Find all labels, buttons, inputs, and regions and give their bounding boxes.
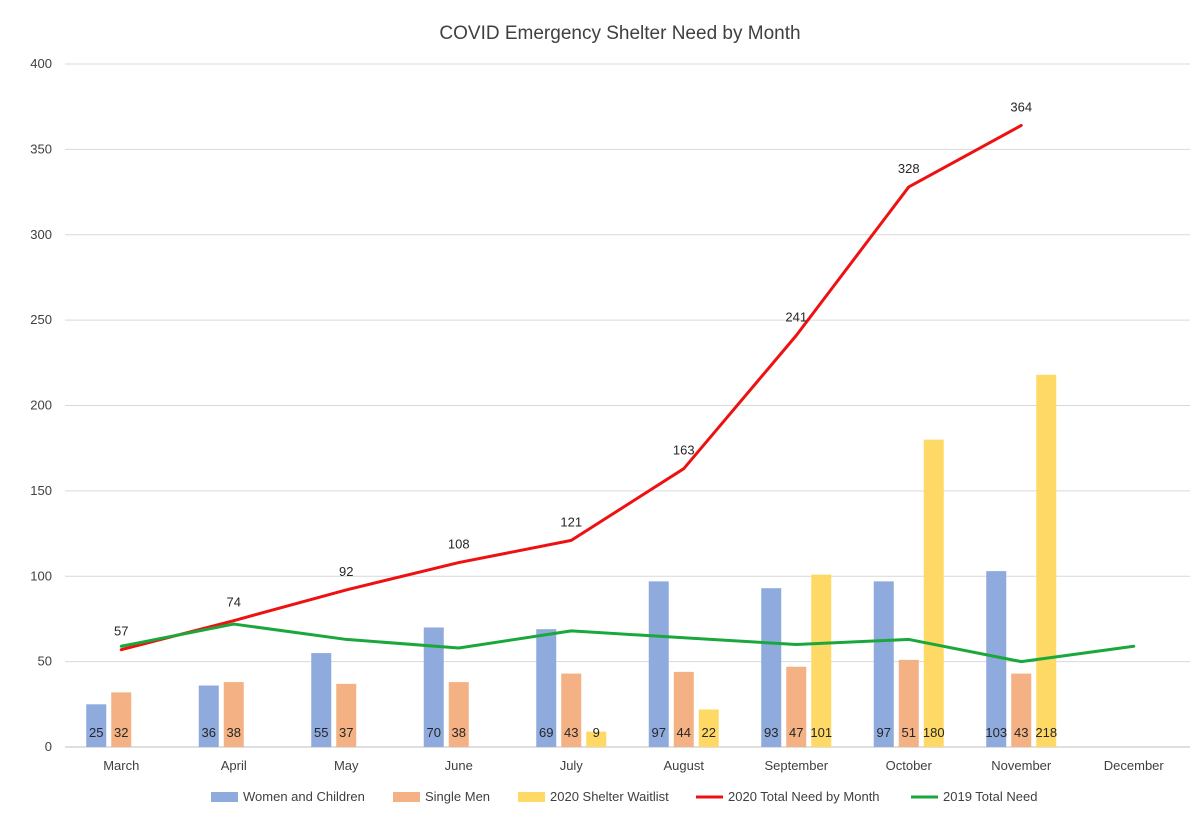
x-tick-label: May <box>334 758 359 773</box>
y-tick-label: 0 <box>45 739 52 754</box>
legend-swatch <box>211 792 238 802</box>
legend-swatch <box>518 792 545 802</box>
y-tick-label: 300 <box>30 227 52 242</box>
line-series <box>119 622 1136 664</box>
bar-data-label: 97 <box>652 725 666 740</box>
legend-label: 2019 Total Need <box>943 789 1037 804</box>
line-data-label: 108 <box>448 537 470 552</box>
bar <box>198 685 219 747</box>
bar <box>873 581 894 747</box>
bar <box>673 671 694 747</box>
bar-data-label: 97 <box>877 725 891 740</box>
line-data-label: 57 <box>114 624 128 639</box>
bar <box>423 627 444 747</box>
line-data-label: 364 <box>1010 99 1032 114</box>
x-tick-label: November <box>991 758 1052 773</box>
bar-data-label: 70 <box>427 725 441 740</box>
bar <box>761 588 782 747</box>
bar <box>923 439 944 747</box>
y-tick-label: 350 <box>30 141 52 156</box>
bar-data-label: 43 <box>564 725 578 740</box>
bar-data-label: 69 <box>539 725 553 740</box>
line-data-label: 241 <box>785 309 807 324</box>
bar-data-label: 43 <box>1014 725 1028 740</box>
y-tick-label: 400 <box>30 56 52 71</box>
y-tick-label: 150 <box>30 483 52 498</box>
gridlines <box>65 63 1190 748</box>
bar-data-label: 37 <box>339 725 353 740</box>
bar-data-label: 22 <box>702 725 716 740</box>
x-tick-label: April <box>221 758 247 773</box>
bar <box>698 709 719 747</box>
bar-data-label: 180 <box>923 725 945 740</box>
y-axis-ticks: 0 50 100 150 200 250 300 350 400 <box>30 56 52 754</box>
bar <box>223 682 244 747</box>
bar-data-label: 38 <box>452 725 466 740</box>
lines: 57 74 92 108 121 163 241 328 364 <box>114 99 1136 664</box>
bar <box>336 683 357 747</box>
legend-label: 2020 Shelter Waitlist <box>550 789 669 804</box>
bar-data-label: 9 <box>593 725 600 740</box>
y-tick-label: 100 <box>30 568 52 583</box>
bar-data-label: 55 <box>314 725 328 740</box>
bar <box>311 653 332 747</box>
bar-data-label: 51 <box>902 725 916 740</box>
x-axis-labels: March April May June July August September Octo… <box>103 758 1164 773</box>
bar-data-label: 44 <box>677 725 691 740</box>
bar <box>561 673 582 747</box>
x-tick-label: October <box>886 758 933 773</box>
bar <box>986 571 1007 747</box>
bar-data-label: 93 <box>764 725 778 740</box>
x-tick-label: August <box>664 758 705 773</box>
bar <box>536 629 557 747</box>
bar <box>448 682 469 747</box>
bar <box>898 659 919 747</box>
legend: Women and Children Single Men 2020 Shelter… <box>211 789 1037 804</box>
x-tick-label: September <box>764 758 828 773</box>
bar <box>648 581 669 747</box>
bar-data-label: 36 <box>202 725 216 740</box>
y-tick-label: 50 <box>38 654 52 669</box>
bar-data-label: 103 <box>985 725 1007 740</box>
bar-data-label: 38 <box>227 725 241 740</box>
bar <box>111 692 132 747</box>
bar <box>786 666 807 747</box>
x-tick-label: March <box>103 758 139 773</box>
bar-data-label: 101 <box>810 725 832 740</box>
legend-label: 2020 Total Need by Month <box>728 789 880 804</box>
chart-title: COVID Emergency Shelter Need by Month <box>439 23 800 44</box>
legend-swatch <box>393 792 420 802</box>
bar <box>811 574 832 747</box>
bar <box>1036 374 1057 747</box>
x-tick-label: June <box>445 758 473 773</box>
bar-data-label: 47 <box>789 725 803 740</box>
line-data-label: 328 <box>898 161 920 176</box>
line-series <box>119 123 1023 652</box>
line-data-label: 74 <box>227 595 241 610</box>
bar-data-label: 25 <box>89 725 103 740</box>
bar <box>86 704 107 747</box>
legend-label: Women and Children <box>243 789 365 804</box>
x-tick-label: December <box>1104 758 1165 773</box>
bar <box>586 731 607 747</box>
x-tick-label: July <box>560 758 584 773</box>
bar <box>1011 673 1032 747</box>
y-tick-label: 200 <box>30 398 52 413</box>
bar-data-label: 218 <box>1035 725 1057 740</box>
y-tick-label: 250 <box>30 312 52 327</box>
line-data-label: 163 <box>673 443 695 458</box>
line-data-label: 121 <box>560 514 582 529</box>
bar-data-label: 32 <box>114 725 128 740</box>
line-data-label: 92 <box>339 564 353 579</box>
legend-label: Single Men <box>425 789 490 804</box>
